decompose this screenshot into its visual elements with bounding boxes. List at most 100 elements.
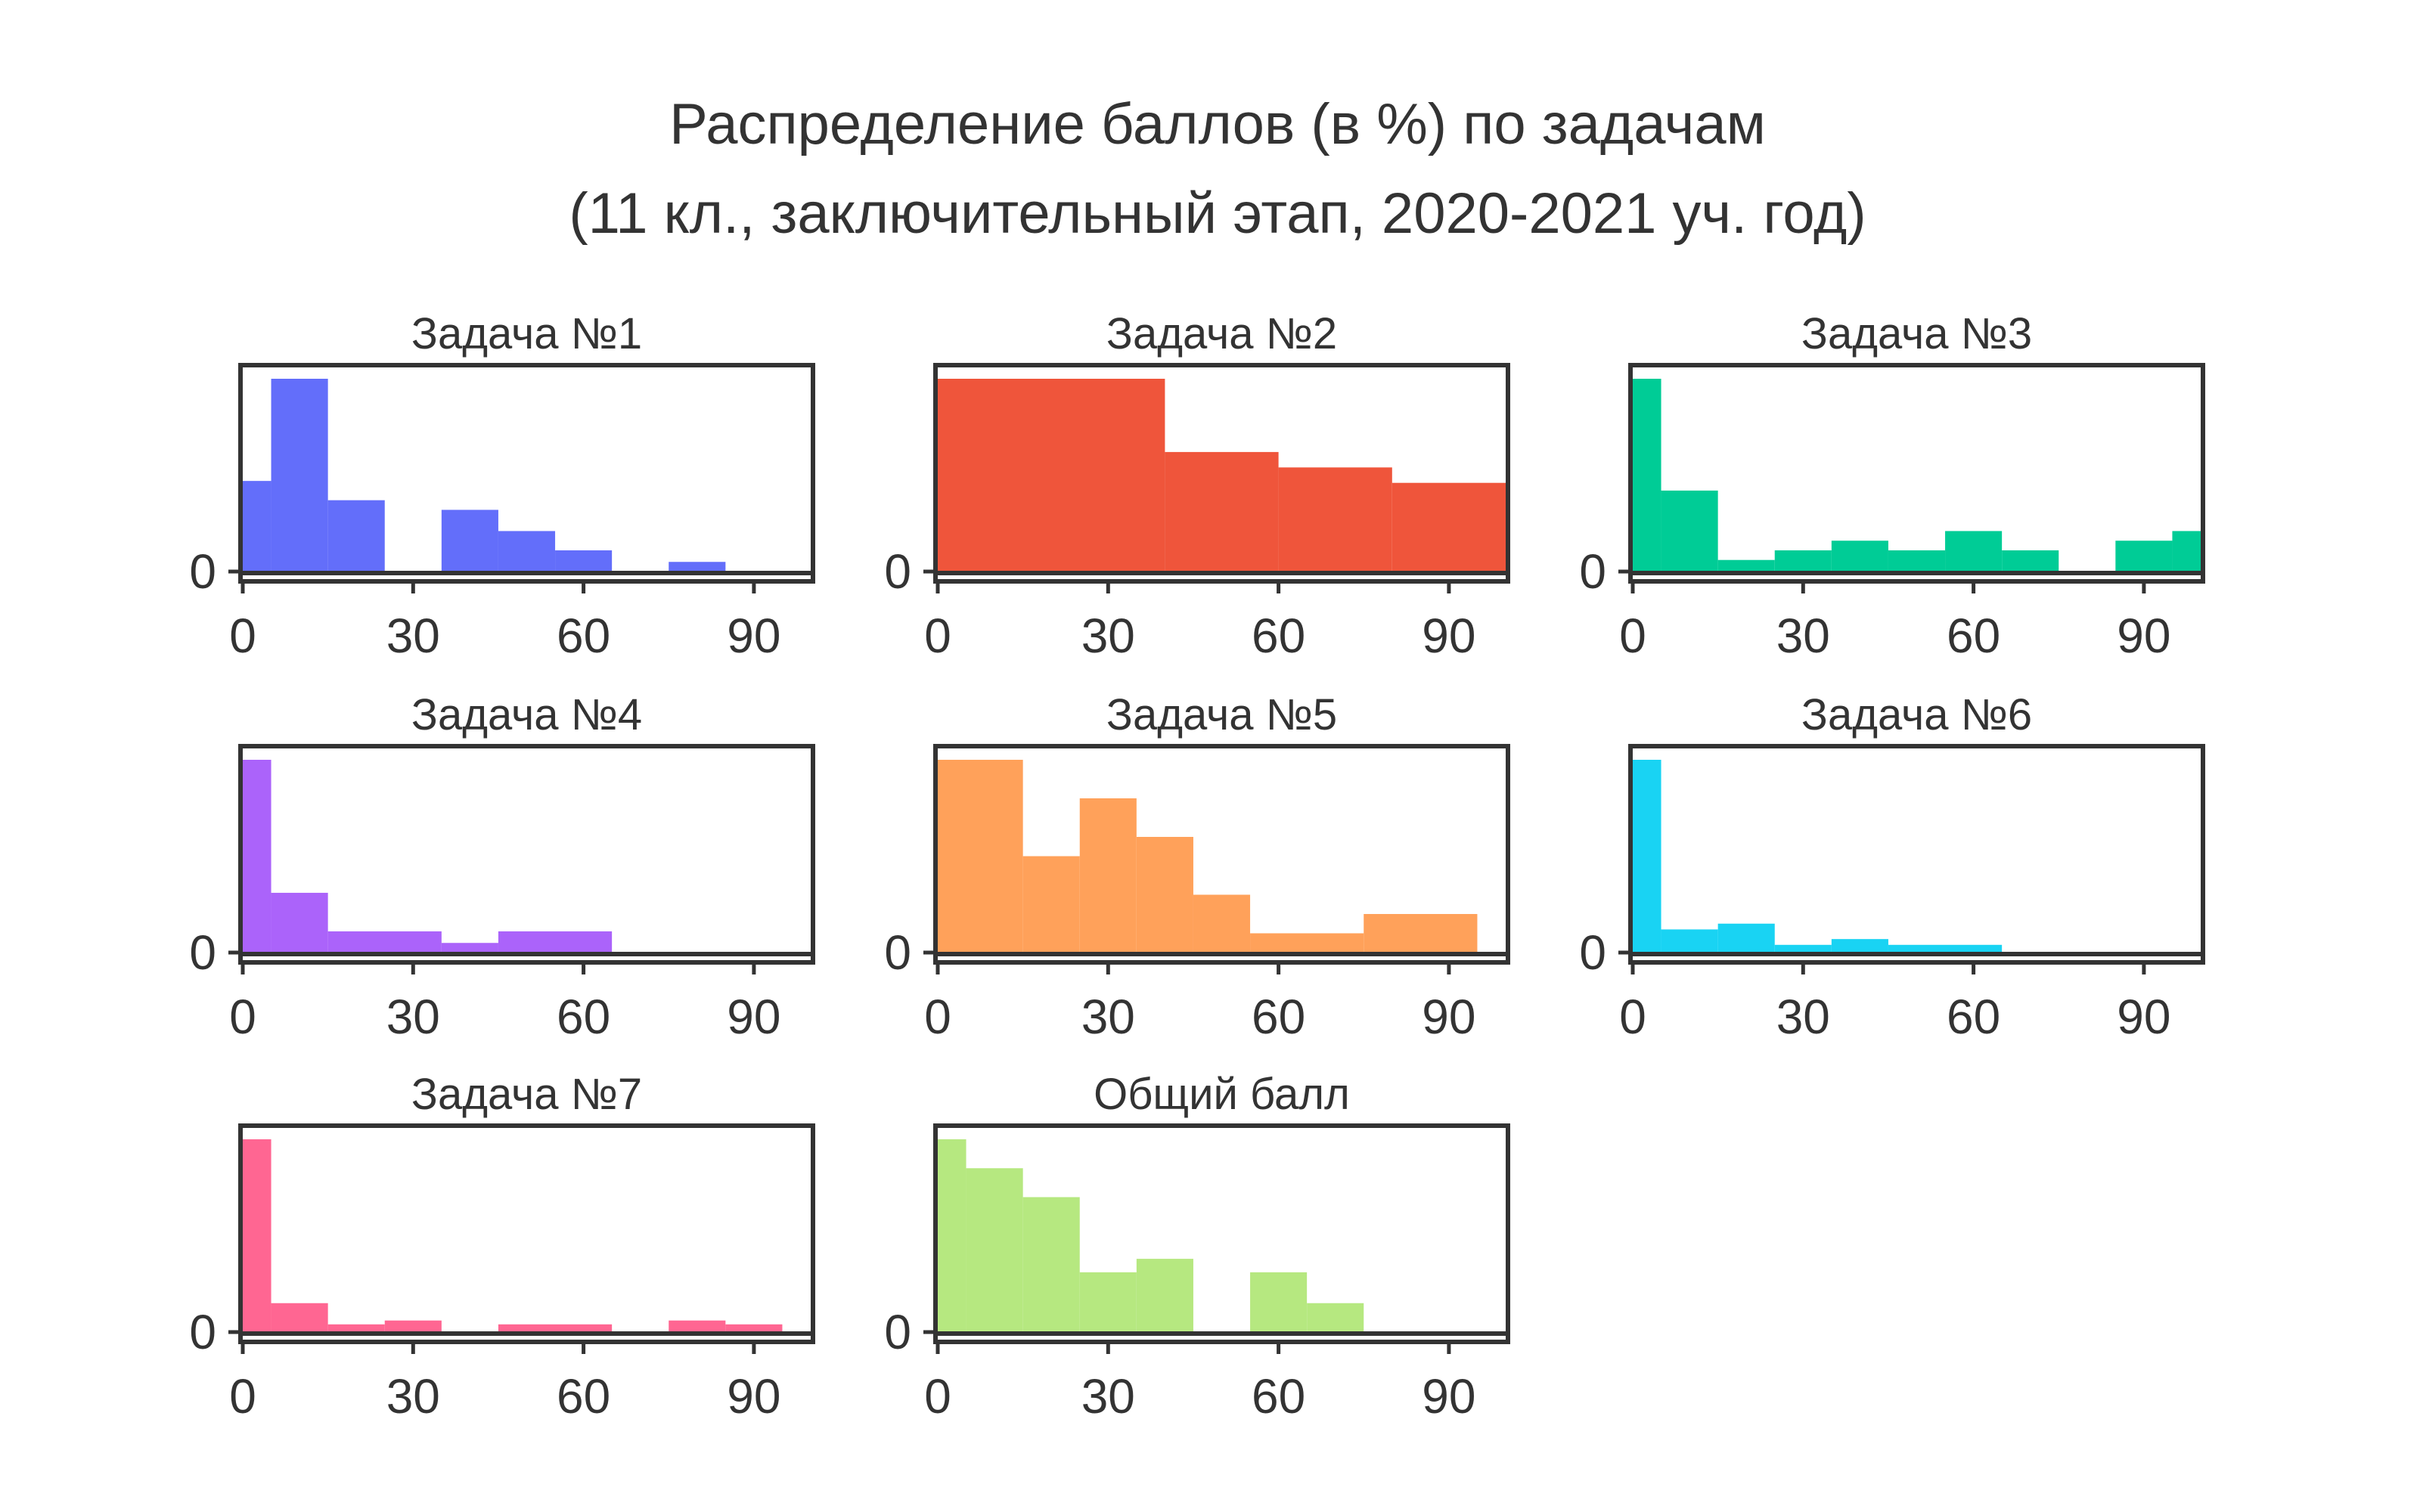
x-tick-label: 30 xyxy=(1081,990,1135,1044)
x-tick-label: 90 xyxy=(727,1369,780,1424)
y-tick-label: 0 xyxy=(1579,925,1606,980)
axes-frame xyxy=(238,744,815,965)
x-tick-label: 90 xyxy=(727,609,780,663)
x-tick-label: 30 xyxy=(1776,609,1830,663)
x-tick-label: 90 xyxy=(2117,609,2170,663)
histogram-bar xyxy=(966,1168,1023,1332)
histogram-bar xyxy=(243,1139,271,1332)
x-tick-label: 60 xyxy=(1947,990,2000,1044)
x-tick-label: 0 xyxy=(229,990,256,1044)
histogram-bar xyxy=(1888,944,2003,953)
subplot-title: Задача №3 xyxy=(1801,309,2032,358)
histogram-bar xyxy=(1022,856,1080,953)
x-tick-label: 60 xyxy=(557,990,610,1044)
histogram-bar xyxy=(1717,923,1775,953)
x-tick-label: 0 xyxy=(924,1369,951,1424)
y-tick-label: 0 xyxy=(189,1305,216,1359)
x-tick-label: 90 xyxy=(1422,1369,1475,1424)
subplot-title: Задача №4 xyxy=(411,690,642,739)
histogram-bar xyxy=(1136,1259,1193,1332)
histogram-bar xyxy=(1831,939,1888,953)
y-tick-label: 0 xyxy=(189,544,216,599)
histogram-bar xyxy=(441,943,498,953)
histogram-bar xyxy=(1165,451,1279,572)
subplot-7: Задача №7 0 30 60 90 0 xyxy=(189,1070,815,1424)
axes-frame xyxy=(933,744,1510,965)
x-tick-label: 30 xyxy=(386,1369,440,1424)
histogram-bar xyxy=(271,892,328,953)
histogram-bar xyxy=(498,531,556,572)
histogram-bar xyxy=(1888,550,1946,572)
subplot-5: Задача №5 0 30 60 90 0 xyxy=(884,690,1510,1044)
histogram-bar xyxy=(2172,531,2201,572)
x-tick-label: 30 xyxy=(1081,609,1135,663)
histogram-bar xyxy=(1945,531,2003,572)
x-tick-label: 0 xyxy=(924,609,951,663)
histogram-bar xyxy=(327,931,442,953)
histogram-bar xyxy=(1079,1272,1137,1332)
histogram-bar xyxy=(1717,559,1775,572)
axes-frame xyxy=(238,1123,815,1344)
x-tick-label: 0 xyxy=(1619,609,1646,663)
histogram-bar xyxy=(384,1320,442,1332)
histogram-bar xyxy=(938,379,1165,572)
axes-frame xyxy=(933,363,1510,584)
subplot-8: Общий балл 0 30 60 90 0 xyxy=(884,1070,1510,1424)
histogram-bar xyxy=(498,1324,613,1332)
histogram-bar xyxy=(271,1303,328,1332)
x-tick-label: 90 xyxy=(1422,990,1475,1044)
histogram-bar xyxy=(1364,914,1478,953)
y-tick-label: 0 xyxy=(189,925,216,980)
figure-title-line2: (11 кл., заключительный этап, 2020-2021 … xyxy=(569,181,1866,246)
histogram-bar xyxy=(725,1324,783,1332)
histogram-bar xyxy=(1278,467,1392,572)
x-tick-label: 30 xyxy=(1081,1369,1135,1424)
subplot-1: Задача №1 0 30 60 90 0 xyxy=(189,309,815,663)
histogram-bar xyxy=(938,760,1023,953)
axes-frame xyxy=(933,1123,1510,1344)
x-tick-label: 60 xyxy=(1947,609,2000,663)
y-tick-label: 0 xyxy=(884,544,911,599)
histogram-bar xyxy=(1022,1197,1080,1332)
histogram-bar xyxy=(669,1320,726,1332)
histogram-bar xyxy=(1661,929,1718,953)
histogram-bar xyxy=(327,500,385,572)
histogram-bar xyxy=(441,510,498,572)
x-tick-label: 0 xyxy=(229,609,256,663)
histogram-bar xyxy=(1633,379,1661,572)
x-tick-label: 0 xyxy=(1619,990,1646,1044)
y-tick-label: 0 xyxy=(884,1305,911,1359)
y-tick-label: 0 xyxy=(1579,544,1606,599)
histogram-bar xyxy=(498,931,613,953)
subplot-3: Задача №3 0 30 60 90 0 xyxy=(1579,309,2205,663)
histogram-bar xyxy=(1633,760,1661,953)
subplot-title: Задача №1 xyxy=(411,309,642,358)
x-tick-label: 90 xyxy=(727,990,780,1044)
figure-title-line1: Распределение баллов (в %) по задачам xyxy=(669,92,1766,156)
histogram-bar xyxy=(1079,798,1137,953)
x-tick-label: 30 xyxy=(386,990,440,1044)
histogram-bar xyxy=(1661,490,1718,572)
histogram-bar xyxy=(1136,837,1193,953)
subplot-2: Задача №2 0 30 60 90 0 xyxy=(884,309,1510,663)
histogram-bar xyxy=(1307,1303,1364,1332)
x-tick-label: 60 xyxy=(1252,1369,1305,1424)
x-tick-label: 60 xyxy=(1252,990,1305,1044)
axes-frame xyxy=(1628,363,2205,584)
histogram-bar xyxy=(1831,541,1888,572)
histogram-bar xyxy=(1774,944,1832,953)
histogram-bar xyxy=(2115,541,2173,572)
histogram-bar xyxy=(1250,933,1364,953)
histogram-bar xyxy=(243,481,271,572)
histogram-bar xyxy=(243,760,271,953)
x-tick-label: 60 xyxy=(1252,609,1305,663)
histogram-bar xyxy=(1193,894,1251,953)
x-tick-label: 30 xyxy=(1776,990,1830,1044)
axes-frame xyxy=(238,363,815,584)
axes-frame xyxy=(1628,744,2205,965)
subplot-4: Задача №4 0 30 60 90 0 xyxy=(189,690,815,1044)
subplot-title: Задача №6 xyxy=(1801,690,2032,739)
histogram-bar xyxy=(1392,482,1506,572)
